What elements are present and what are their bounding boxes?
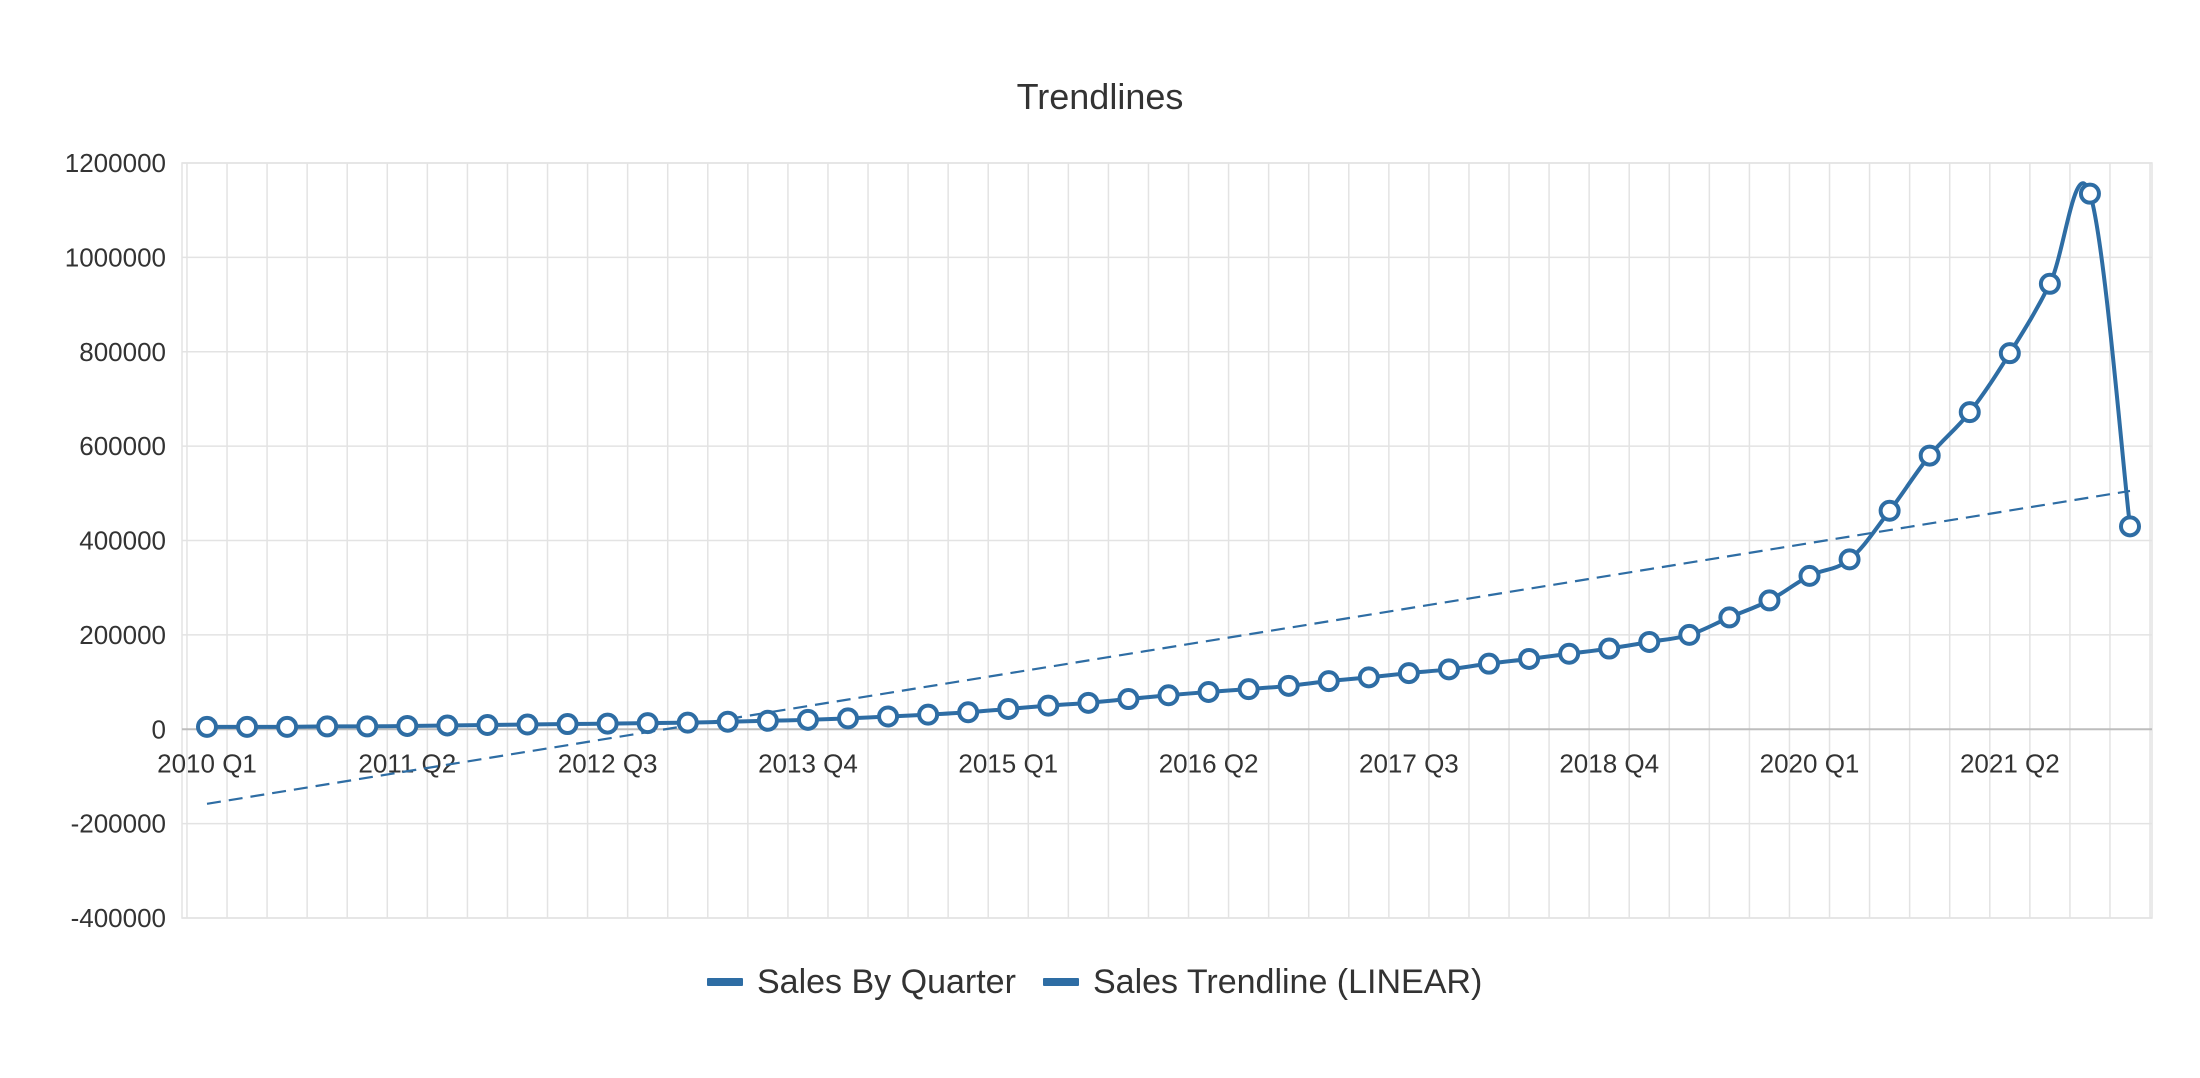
data-point[interactable] [1437, 658, 1460, 681]
data-point[interactable] [1598, 637, 1621, 660]
chart-title: Trendlines [1017, 76, 1184, 117]
trendline [206, 489, 2131, 805]
y-axis: 1200000 1000000 800000 600000 400000 200000 0 -… [65, 148, 166, 933]
data-point[interactable] [1958, 401, 1981, 424]
data-point[interactable] [1077, 691, 1100, 714]
x-axis: 2010 Q1 2011 Q2 2012 Q3 2013 Q4 2015 Q1 2016 … [157, 748, 2060, 778]
data-point[interactable] [756, 709, 779, 732]
legend-item-sales-by-quarter[interactable]: Sales By Quarter [707, 963, 1016, 1001]
x-tick-label: 2018 Q4 [1559, 748, 1659, 778]
x-tick-label: 2021 Q2 [1960, 748, 2060, 778]
data-point[interactable] [196, 715, 218, 738]
data-point[interactable] [1117, 688, 1140, 711]
legend-label: Sales Trendline (LINEAR) [1093, 963, 1482, 1001]
data-point[interactable] [837, 707, 859, 730]
x-tick-label: 2016 Q2 [1159, 748, 1259, 778]
data-point[interactable] [556, 713, 579, 736]
x-tick-label: 2013 Q4 [758, 748, 858, 778]
data-point[interactable] [236, 715, 259, 738]
legend-swatch [1043, 978, 1079, 986]
data-point[interactable] [957, 701, 980, 724]
data-point[interactable] [1798, 564, 1821, 587]
data-point[interactable] [1157, 684, 1180, 707]
y-tick-label: 1000000 [65, 242, 166, 272]
data-point[interactable] [436, 714, 459, 737]
data-point[interactable] [1558, 642, 1581, 665]
x-tick-label: 2012 Q3 [558, 748, 658, 778]
data-point[interactable] [917, 703, 940, 726]
data-point[interactable] [476, 714, 499, 737]
series-layer [196, 181, 2141, 805]
data-point[interactable] [877, 705, 900, 728]
x-tick-label: 2010 Q1 [157, 748, 257, 778]
data-point[interactable] [2078, 182, 2101, 205]
data-point[interactable] [516, 713, 539, 736]
x-tick-label: 2017 Q3 [1359, 748, 1459, 778]
data-point[interactable] [1397, 662, 1420, 685]
series-line-sales-by-quarter [207, 181, 2132, 729]
data-point[interactable] [396, 714, 419, 737]
data-point[interactable] [1357, 666, 1380, 689]
data-point[interactable] [1678, 623, 1701, 646]
data-point[interactable] [1758, 589, 1781, 612]
data-point[interactable] [1638, 630, 1661, 653]
data-point[interactable] [1838, 548, 1861, 571]
grid [181, 162, 2153, 919]
y-tick-label: 600000 [79, 431, 166, 461]
legend-label: Sales By Quarter [757, 963, 1016, 1001]
x-tick-label: 2015 Q1 [958, 748, 1058, 778]
y-tick-label: 200000 [79, 620, 166, 650]
y-tick-label: 1200000 [65, 148, 166, 178]
data-point[interactable] [796, 708, 819, 731]
data-point[interactable] [1037, 694, 1060, 717]
data-point[interactable] [716, 710, 739, 733]
data-point[interactable] [276, 715, 299, 738]
legend-item-sales-trendline[interactable]: Sales Trendline (LINEAR) [1043, 963, 1482, 1001]
data-point[interactable] [636, 712, 659, 735]
y-tick-label: -200000 [71, 809, 166, 839]
data-point[interactable] [316, 715, 339, 738]
data-point[interactable] [1518, 647, 1541, 670]
data-point[interactable] [2119, 515, 2141, 538]
data-point[interactable] [596, 712, 619, 735]
legend[interactable]: Sales By Quarter Sales Trendline (LINEAR) [707, 963, 1482, 1001]
data-point[interactable] [1998, 342, 2021, 365]
data-point[interactable] [1237, 678, 1260, 701]
y-tick-label: 0 [152, 714, 166, 744]
data-point[interactable] [1918, 444, 1941, 467]
data-point[interactable] [1878, 499, 1901, 522]
y-tick-label: 800000 [79, 337, 166, 367]
x-tick-label: 2020 Q1 [1760, 748, 1860, 778]
data-point[interactable] [2038, 272, 2061, 295]
data-point[interactable] [1317, 670, 1340, 693]
y-tick-label: 400000 [79, 526, 166, 556]
data-point[interactable] [676, 711, 699, 734]
y-tick-label: -400000 [71, 903, 166, 933]
legend-swatch [707, 978, 743, 986]
data-point[interactable] [356, 715, 379, 738]
data-point[interactable] [1197, 680, 1220, 703]
data-point[interactable] [1478, 652, 1500, 675]
data-point[interactable] [1277, 674, 1300, 697]
x-tick-label: 2011 Q2 [358, 748, 456, 778]
data-point[interactable] [1718, 606, 1741, 629]
data-point[interactable] [997, 697, 1020, 720]
